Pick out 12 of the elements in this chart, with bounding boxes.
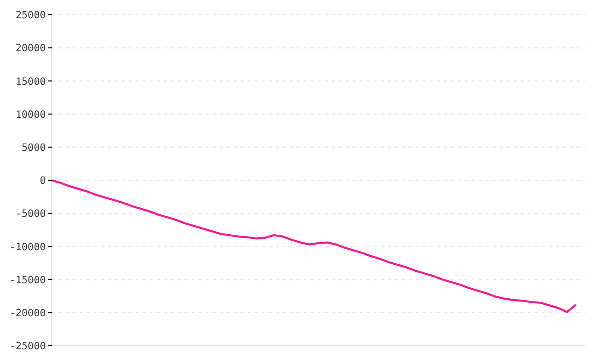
y-tick-label: -10000 <box>10 242 46 254</box>
y-tick-label: 25000 <box>16 10 46 22</box>
y-tick-label: -20000 <box>10 308 46 320</box>
y-tick-label: 20000 <box>16 44 46 55</box>
y-tick-label: -25000 <box>10 342 46 353</box>
y-tick-label: 10000 <box>16 110 46 121</box>
y-tick-label: -15000 <box>10 275 46 286</box>
y-tick-label: -5000 <box>16 209 46 220</box>
y-tick-label: 15000 <box>16 76 46 88</box>
y-tick-label: 5000 <box>22 142 46 154</box>
y-tick-label: 0 <box>40 176 46 188</box>
line-series <box>51 180 578 314</box>
